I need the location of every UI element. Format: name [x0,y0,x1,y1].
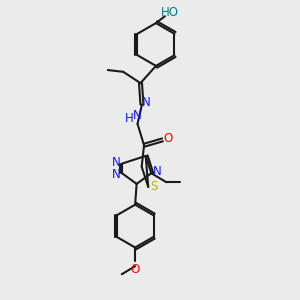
Text: N: N [142,96,151,109]
Text: N: N [133,109,142,122]
Text: O: O [163,132,172,145]
Text: O: O [130,263,140,276]
Text: N: N [112,156,120,169]
Text: N: N [112,168,120,181]
Text: N: N [153,165,162,178]
Text: S: S [151,180,158,193]
Text: H: H [125,112,134,125]
Text: HO: HO [160,6,178,19]
